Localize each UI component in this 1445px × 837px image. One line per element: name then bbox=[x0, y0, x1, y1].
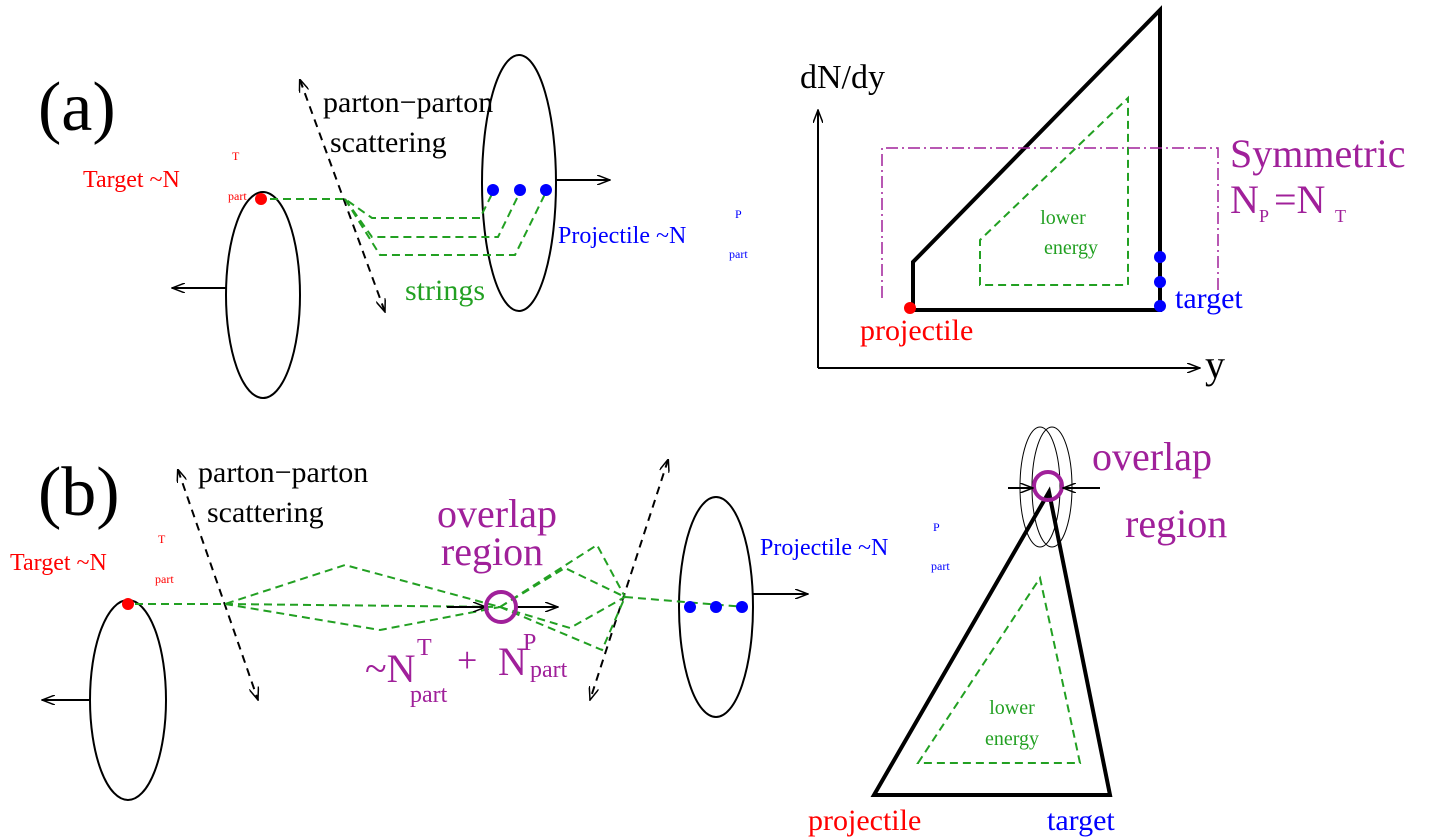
y-axis-label: dN/dy bbox=[800, 59, 885, 96]
string bbox=[135, 565, 500, 630]
symmetric-label: Symmetric bbox=[1230, 131, 1406, 176]
projectile-dot bbox=[540, 184, 552, 196]
lower-energy-label: energy bbox=[985, 728, 1039, 750]
projectile-label: projectile bbox=[860, 314, 973, 347]
target-label: Target ~N T part bbox=[83, 147, 247, 203]
scattering-label: scattering bbox=[330, 126, 447, 159]
target-dot bbox=[1154, 251, 1166, 263]
scattering-label: scattering bbox=[207, 496, 324, 529]
overlap-label: region bbox=[1125, 501, 1227, 546]
string bbox=[270, 192, 493, 218]
target-dot bbox=[255, 193, 267, 205]
x-axis-label: y bbox=[1205, 342, 1225, 387]
lower-energy-label: lower bbox=[1040, 207, 1086, 229]
target-label: target bbox=[1175, 282, 1243, 315]
projectile-dot bbox=[710, 601, 722, 613]
projectile-dot bbox=[487, 184, 499, 196]
projectile-nucleus bbox=[482, 55, 556, 311]
lower-energy-label: lower bbox=[989, 697, 1035, 719]
target-label: target bbox=[1047, 804, 1115, 837]
distribution bbox=[913, 10, 1160, 310]
equation: N P =N T bbox=[1230, 177, 1346, 226]
scattering-label: parton−parton bbox=[198, 456, 368, 489]
panel-label: (a) bbox=[38, 69, 116, 146]
target-dot bbox=[1154, 276, 1166, 288]
scattering-label: parton−parton bbox=[323, 86, 493, 119]
projectile-dot bbox=[514, 184, 526, 196]
overlap-label: region bbox=[441, 529, 543, 574]
target-dot bbox=[122, 598, 134, 610]
projectile-label: Projectile ~N P part bbox=[558, 205, 748, 261]
scatter-arrow bbox=[590, 460, 668, 700]
overlap-label: overlap bbox=[1092, 434, 1212, 479]
target-label: Target ~N T part bbox=[10, 530, 174, 586]
projectile-label: projectile bbox=[808, 804, 921, 837]
target-dot bbox=[1154, 300, 1166, 312]
projectile-dot bbox=[904, 302, 916, 314]
participant-sum: ~N T part + N P part bbox=[365, 630, 568, 708]
target-nucleus bbox=[226, 192, 300, 398]
panel-a: (a) parton−parton scattering Target ~N T… bbox=[38, 10, 1406, 398]
lower-energy-label: energy bbox=[1044, 237, 1098, 259]
string bbox=[345, 192, 520, 237]
panel-label: (b) bbox=[38, 454, 120, 531]
projectile-label: Projectile ~N P part bbox=[760, 518, 950, 573]
projectile-dot bbox=[684, 601, 696, 613]
projectile-dot bbox=[736, 601, 748, 613]
diagram: (a) parton−parton scattering Target ~N T… bbox=[0, 0, 1445, 837]
strings-label: strings bbox=[405, 274, 485, 307]
panel-b: (b) parton−parton scattering overlap reg… bbox=[10, 427, 1227, 837]
target-nucleus bbox=[90, 600, 166, 800]
